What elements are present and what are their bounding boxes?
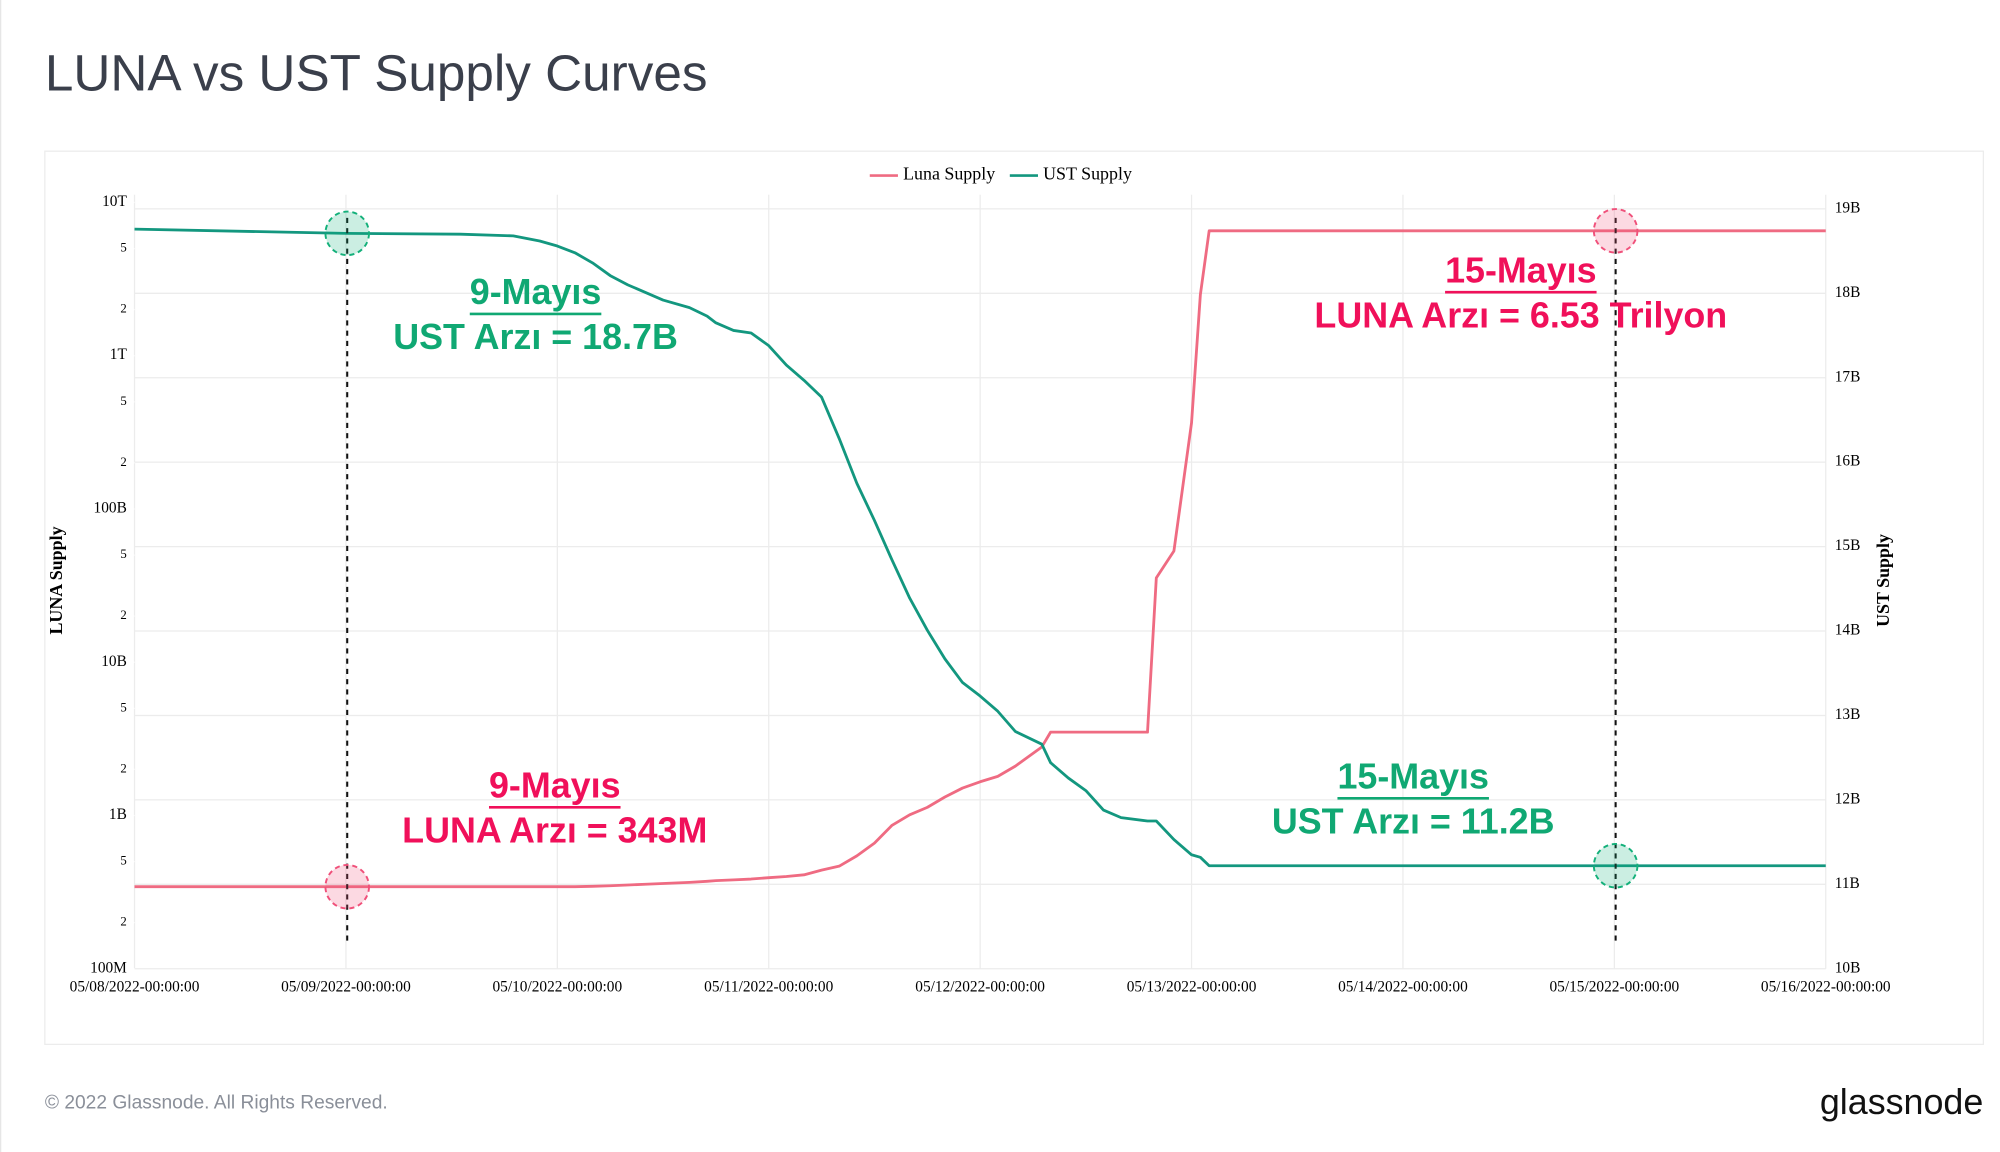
- y-tick-label: 10B: [101, 653, 127, 670]
- annotation-title: 9-Mayıs: [489, 766, 621, 806]
- x-tick-label: 05/08/2022-00:00:00: [70, 979, 200, 996]
- x-tick-label: 05/13/2022-00:00:00: [1127, 979, 1257, 996]
- x-tick-label: 05/09/2022-00:00:00: [281, 979, 411, 996]
- highlight-marker: [1592, 208, 1639, 254]
- y-tick-label: 1B: [109, 806, 127, 823]
- y2-tick-label: 18B: [1835, 284, 1861, 301]
- legend-label: Luna Supply: [903, 164, 995, 184]
- y2-tick-label: 12B: [1835, 790, 1861, 807]
- highlight-marker: [324, 863, 370, 910]
- x-tick-label: 05/14/2022-00:00:00: [1338, 979, 1468, 996]
- y-tick-label: 5: [120, 547, 126, 561]
- annotation-text: LUNA Arzı = 6.53 Trilyon: [1314, 295, 1727, 335]
- legend-label: UST Supply: [1043, 164, 1132, 184]
- series-line: [134, 227, 1826, 868]
- y-tick-label: 2: [120, 455, 126, 469]
- y-tick-label: 5: [120, 700, 126, 714]
- y2-tick-label: 16B: [1835, 453, 1861, 470]
- y-tick-label: 5: [120, 394, 126, 408]
- annotation-text: UST Arzı = 18.7B: [393, 317, 678, 357]
- annotation-title: 15-Mayıs: [1445, 250, 1596, 290]
- y-tick-label: 5: [120, 241, 126, 255]
- annotation-title: 9-Mayıs: [470, 272, 602, 312]
- y-tick-label: 2: [120, 761, 126, 775]
- brand-logo: glassnode: [1820, 1082, 1983, 1122]
- x-tick-label: 05/11/2022-00:00:00: [704, 979, 833, 996]
- y2-tick-label: 14B: [1835, 622, 1861, 639]
- y2-axis-label: UST Supply: [1873, 534, 1893, 627]
- annotation-text: LUNA Arzı = 343M: [402, 810, 707, 850]
- y2-tick-label: 10B: [1835, 959, 1861, 976]
- y-axis-label: LUNA Supply: [46, 526, 66, 634]
- y-tick-label: 2: [120, 608, 126, 622]
- y2-tick-label: 17B: [1835, 368, 1861, 385]
- y2-tick-label: 19B: [1835, 199, 1861, 216]
- y-tick-label: 100M: [90, 959, 127, 976]
- footer: © 2022 Glassnode. All Rights Reserved.: [45, 1092, 388, 1113]
- y-tick-label: 2: [120, 915, 126, 929]
- highlight-marker: [1592, 843, 1639, 889]
- x-tick-label: 05/12/2022-00:00:00: [915, 979, 1045, 996]
- annotation-text: UST Arzı = 11.2B: [1272, 801, 1555, 841]
- y2-tick-label: 11B: [1835, 875, 1860, 892]
- chart-title: LUNA vs UST Supply Curves: [45, 44, 708, 101]
- series-line: [134, 229, 1826, 889]
- y-tick-label: 5: [120, 854, 126, 868]
- highlight-marker: [324, 210, 370, 257]
- annotation-title: 15-Mayıs: [1337, 757, 1488, 797]
- y-tick-label: 1T: [110, 346, 128, 363]
- x-tick-label: 05/10/2022-00:00:00: [492, 979, 622, 996]
- y-tick-label: 10T: [102, 193, 127, 210]
- y2-tick-label: 13B: [1835, 706, 1861, 723]
- y2-tick-label: 15B: [1835, 537, 1861, 554]
- x-tick-label: 05/16/2022-00:00:00: [1761, 979, 1891, 996]
- y-tick-label: 100B: [94, 500, 127, 517]
- y-tick-label: 2: [120, 302, 126, 316]
- chart-frame: [44, 150, 1984, 1046]
- x-tick-label: 05/15/2022-00:00:00: [1550, 979, 1680, 996]
